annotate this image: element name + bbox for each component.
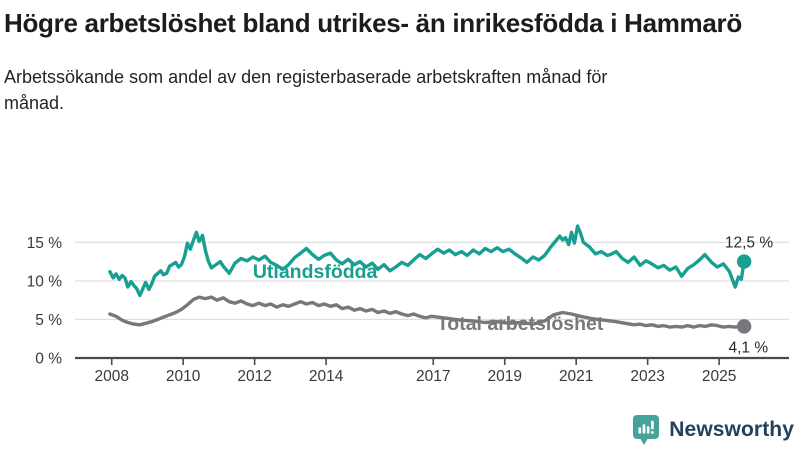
y-axis-label-5: 5 % [35, 312, 62, 329]
x-axis-label-2014: 2014 [309, 368, 344, 385]
series-line-1 [108, 295, 746, 329]
page-subtitle: Arbetssökande som andel av den registerb… [4, 66, 608, 113]
x-axis-label-2019: 2019 [487, 368, 521, 385]
x-axis-label-2008: 2008 [94, 368, 128, 385]
x-axis-label-2017: 2017 [416, 368, 450, 385]
y-axis-label-15: 15 % [27, 235, 63, 252]
header: Högre arbetslöshet bland utrikes- än inr… [4, 2, 796, 116]
series-end-value-label-0: 12,5 % [725, 235, 773, 252]
x-axis-label-2023: 2023 [630, 368, 664, 385]
y-axis-label-10: 10 % [27, 273, 63, 290]
series-end-dot-1 [736, 319, 752, 334]
x-axis-label-2025: 2025 [702, 368, 736, 385]
speech-bubble-shape [633, 414, 660, 445]
series-name-label-0: Utlandsfödda [253, 261, 378, 283]
series-end-dot-0 [736, 254, 752, 269]
series-name-label-1: Total arbetslöshet [437, 313, 604, 335]
series-line-0 [108, 224, 746, 298]
y-axis-label-0: 0 % [35, 351, 62, 368]
x-axis-label-2010: 2010 [166, 368, 201, 385]
page-title: Högre arbetslöshet bland utrikes- än inr… [4, 8, 742, 38]
brand-name: Newsworthy [669, 418, 794, 441]
x-axis-label-2021: 2021 [559, 368, 593, 385]
series-end-value-label-1: 4,1 % [728, 339, 768, 356]
brand-footer: Newsworthy [632, 411, 794, 449]
mini-bar-chart-glyph [638, 420, 654, 434]
newsworthy-logo-icon [633, 414, 660, 445]
x-axis-label-2012: 2012 [237, 368, 271, 385]
